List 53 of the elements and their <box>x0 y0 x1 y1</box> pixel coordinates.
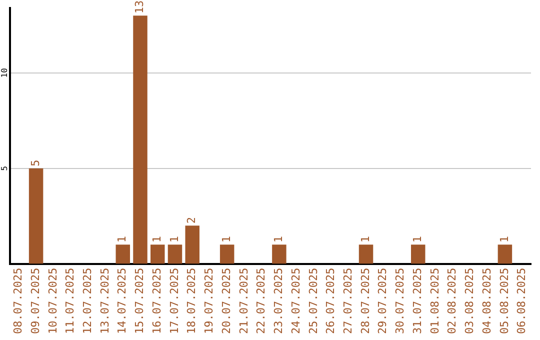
bar <box>220 244 234 264</box>
x-tick-label: 30.07.2025 <box>394 268 407 334</box>
x-tick-label: 20.07.2025 <box>220 268 233 334</box>
x-tick-label: 06.08.2025 <box>515 268 528 334</box>
x-tick-label: 13.07.2025 <box>98 268 112 334</box>
data-label: 1 <box>410 236 424 243</box>
x-tick-label: 17.07.2025 <box>168 268 181 334</box>
data-label: 1 <box>272 236 286 243</box>
x-tick-label: 01.08.2025 <box>428 268 442 334</box>
bar <box>498 244 512 264</box>
x-tick-label: 27.07.2025 <box>342 268 355 334</box>
x-tick-label: 22.07.2025 <box>254 268 268 334</box>
bar <box>168 244 182 264</box>
x-tick-label: 14.07.2025 <box>116 268 129 334</box>
x-tick-label: 31.07.2025 <box>410 268 424 334</box>
data-label: 1 <box>168 236 181 243</box>
x-tick-label: 28.07.2025 <box>358 268 372 334</box>
data-label: 13 <box>133 0 146 14</box>
bar <box>410 244 426 264</box>
x-tick-label: 24.07.2025 <box>289 268 302 334</box>
x-tick-label: 03.08.2025 <box>463 268 476 334</box>
bar <box>28 168 44 264</box>
bar <box>358 244 374 264</box>
x-tick-label: 23.07.2025 <box>272 268 286 334</box>
x-tick-label: 02.08.2025 <box>446 268 459 334</box>
x-tick-label: 19.07.2025 <box>202 268 216 334</box>
bar <box>272 244 286 264</box>
x-tick-label: 11.07.2025 <box>64 268 77 334</box>
x-tick-label: 08.07.2025 <box>12 268 25 334</box>
bar <box>150 244 165 264</box>
data-label: 5 <box>28 160 42 166</box>
x-tick-label: 12.07.2025 <box>81 268 94 334</box>
x-tick-label: 21.07.2025 <box>237 268 250 334</box>
data-label: 1 <box>220 236 233 243</box>
bar <box>185 226 200 264</box>
data-label: 1 <box>498 236 511 243</box>
x-tick-label: 10.07.2025 <box>46 268 60 334</box>
x-tick-label: 04.08.2025 <box>480 268 494 334</box>
x-tick-label: 25.07.2025 <box>306 268 320 334</box>
data-label: 1 <box>116 236 129 243</box>
x-tick-label: 15.07.2025 <box>133 268 146 334</box>
data-label: 2 <box>185 216 198 224</box>
x-tick-label: 09.07.2025 <box>28 268 42 334</box>
data-label: 1 <box>358 236 372 243</box>
bar <box>116 244 130 264</box>
x-tick-label: 26.07.2025 <box>324 268 338 334</box>
x-tick-label: 05.08.2025 <box>498 268 511 334</box>
data-label: 1 <box>150 236 164 243</box>
bar <box>133 16 148 264</box>
x-tick-label: 18.07.2025 <box>185 268 198 334</box>
x-tick-label: 29.07.2025 <box>376 268 390 334</box>
y-tick-label: 10 <box>0 68 10 78</box>
x-tick-label: 16.07.2025 <box>150 268 164 334</box>
